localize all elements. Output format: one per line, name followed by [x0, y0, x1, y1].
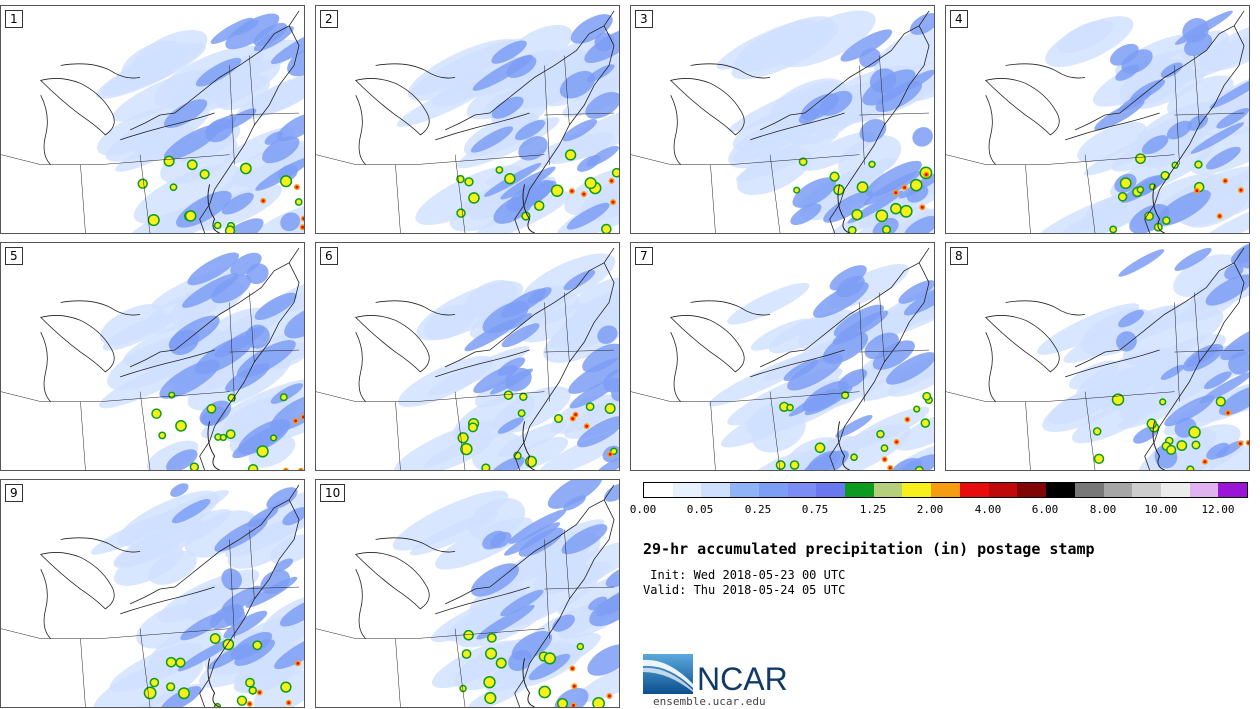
colorbar-tick-2: 0.25: [744, 503, 772, 516]
map-panel-4: 4: [945, 5, 1250, 234]
colorbar-tick-7: 6.00: [1031, 503, 1059, 516]
colorbar-swatch-14: [1046, 483, 1075, 497]
colorbar-swatch-2: [701, 483, 731, 497]
colorbar-swatch-5: [787, 483, 817, 497]
colorbar-tick-6: 4.00: [974, 503, 1002, 516]
logo-url: ensemble.ucar.edu: [653, 695, 766, 708]
colorbar-tick-1: 0.05: [686, 503, 714, 516]
colorbar-tick-3: 0.75: [801, 503, 829, 516]
panel-number-label: 2: [320, 10, 338, 28]
colorbar-tick-5: 2.00: [916, 503, 944, 516]
colorbar-tick-9: 10.00: [1144, 503, 1178, 516]
colorbar-swatch-11: [959, 483, 989, 497]
panel-number-label: 5: [5, 247, 23, 265]
precipitation-colorbar: [643, 482, 1248, 498]
colorbar-swatch-19: [1189, 483, 1219, 497]
colorbar-swatch-3: [730, 483, 759, 497]
colorbar-swatch-10: [931, 483, 960, 497]
ncar-logo: NCAR: [643, 654, 788, 694]
colorbar-swatch-18: [1160, 483, 1190, 497]
panel-number-label: 6: [320, 247, 338, 265]
map-panel-8: 8: [945, 242, 1250, 471]
colorbar-swatch-6: [816, 483, 846, 497]
panel-number-label: 8: [950, 247, 968, 265]
map-panel-1: 1: [0, 5, 305, 234]
colorbar-tick-10: 12.00: [1201, 503, 1235, 516]
init-time: Init: Wed 2018-05-23 00 UTC: [643, 568, 846, 582]
map-panel-9: 9: [0, 479, 305, 708]
map-panel-5: 5: [0, 242, 305, 471]
colorbar-tick-labels: 0.00 0.05 0.25 0.75 1.25 2.00 4.00 6.00 8.00 10.0…: [630, 503, 1260, 517]
panel-number-label: 9: [5, 484, 23, 502]
colorbar-tick-4: 1.25: [859, 503, 887, 516]
figure-title: 29-hr accumulated precipitation (in) pos…: [643, 540, 1095, 558]
colorbar-swatch-9: [902, 483, 932, 497]
colorbar-swatch-8: [873, 483, 903, 497]
colorbar-swatch-15: [1074, 483, 1104, 497]
panel-number-label: 10: [320, 484, 346, 502]
colorbar-swatch-1: [672, 483, 702, 497]
panel-number-label: 4: [950, 10, 968, 28]
colorbar-swatch-16: [1103, 483, 1133, 497]
map-panel-6: 6: [315, 242, 620, 471]
ncar-logo-text: NCAR: [697, 661, 788, 694]
colorbar-swatch-20: [1218, 483, 1248, 497]
colorbar-swatch-7: [845, 483, 874, 497]
panel-number-label: 3: [635, 10, 653, 28]
map-panel-3: 3: [630, 5, 935, 234]
colorbar-tick-8: 8.00: [1089, 503, 1117, 516]
colorbar-swatch-4: [758, 483, 788, 497]
colorbar-swatch-17: [1132, 483, 1161, 497]
map-panel-2: 2: [315, 5, 620, 234]
map-panel-10: 10: [315, 479, 620, 708]
colorbar-swatch-13: [1017, 483, 1047, 497]
map-panel-7: 7: [630, 242, 935, 471]
panel-number-label: 1: [5, 10, 23, 28]
colorbar-tick-0: 0.00: [629, 503, 657, 516]
colorbar-swatch-0: [644, 483, 673, 497]
panel-number-label: 7: [635, 247, 653, 265]
colorbar-swatch-12: [988, 483, 1018, 497]
valid-time: Valid: Thu 2018-05-24 05 UTC: [643, 583, 846, 597]
